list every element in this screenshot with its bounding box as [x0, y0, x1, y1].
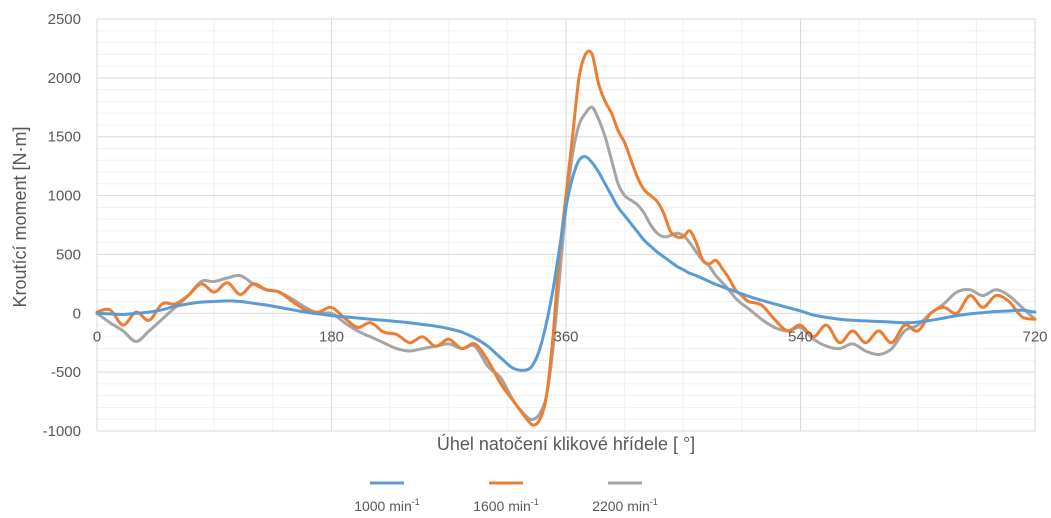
y-tick-label: 500 — [56, 246, 81, 263]
x-tick-label: 540 — [788, 328, 813, 345]
y-tick-label: -500 — [51, 364, 81, 381]
x-tick-label: 180 — [319, 328, 344, 345]
x-tick-label: 0 — [93, 328, 101, 345]
series-line-2200 — [95, 105, 1037, 422]
legend-label: 1000 min-1 — [354, 497, 420, 514]
legend: 1000 min-1 1600 min-1 2200 min-1 — [354, 481, 658, 514]
major-gridlines — [96, 18, 1036, 432]
y-tick-label: 1000 — [48, 188, 81, 205]
series-lines — [95, 49, 1037, 427]
y-tick-label: 2000 — [48, 70, 81, 87]
legend-label: 2200 min-1 — [592, 497, 658, 514]
y-axis-title: Kroutící moment [N·m] — [10, 126, 30, 307]
x-tick-label: 720 — [1022, 328, 1047, 345]
x-axis-title: Úhel natočení klikové hřídele [ °] — [437, 433, 695, 454]
x-tick-label: 360 — [553, 328, 578, 345]
series-line-1600 — [95, 49, 1037, 427]
y-tick-label: 0 — [73, 305, 81, 322]
x-tick-labels: 0 180 360 540 720 — [93, 328, 1048, 345]
y-tick-label: 2500 — [48, 11, 81, 28]
series-line-1000 — [95, 155, 1037, 372]
y-tick-label: 1500 — [48, 129, 81, 146]
y-tick-label: -1000 — [43, 423, 81, 440]
legend-label: 1600 min-1 — [473, 497, 539, 514]
y-tick-labels: -1000 -500 0 500 1000 1500 2000 2500 — [43, 11, 81, 440]
